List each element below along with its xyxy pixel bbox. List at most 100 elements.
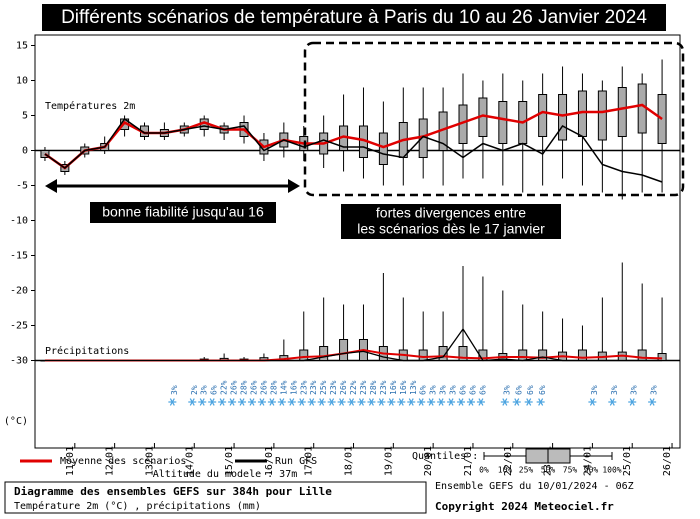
- snow-label: 26%: [249, 380, 258, 395]
- snow-flake: [317, 398, 326, 406]
- snow-flake-arm: [269, 398, 275, 406]
- snow-flake: [628, 398, 637, 406]
- footer-title: Diagramme des ensembles GEFS sur 384h po…: [14, 485, 332, 498]
- snow-flake-arm: [418, 398, 424, 406]
- snow-flake-arm: [249, 398, 255, 406]
- snow-label: 3%: [650, 385, 659, 395]
- snow-flake-arm: [349, 398, 355, 406]
- quantile-label: 0%: [479, 466, 489, 475]
- x-tick-label: 14/01: [184, 446, 195, 476]
- snow-flake: [407, 398, 416, 406]
- quantile-label: 90%: [584, 466, 599, 475]
- precip-box: [319, 346, 329, 361]
- snow-flake-arm: [629, 398, 635, 406]
- snow-flake: [198, 398, 207, 406]
- footer-subtitle: Température 2m (°C) , précipitations (mm…: [14, 500, 261, 512]
- snow-flake-arm: [299, 398, 305, 406]
- snow-flake: [427, 398, 436, 406]
- snow-flake-arm: [378, 398, 384, 406]
- snow-flake-arm: [388, 398, 394, 406]
- snow-label: 14%: [279, 380, 288, 395]
- snow-label: 28%: [240, 380, 249, 395]
- snow-label: 3%: [590, 385, 599, 395]
- quantile-box: [538, 94, 548, 137]
- snow-flake-arm: [649, 398, 655, 406]
- y-tick-label: 10: [16, 76, 28, 87]
- snow-flake-arm: [609, 398, 615, 406]
- snow-flake: [168, 398, 177, 406]
- snow-flake: [267, 398, 276, 406]
- quantile-label: 50%: [541, 466, 556, 475]
- snow-flake-arm: [589, 398, 595, 406]
- snow-flake-arm: [502, 398, 508, 406]
- snow-flake-arm: [209, 398, 215, 406]
- y-tick-label: -5: [16, 181, 28, 192]
- snow-flake-arm: [514, 398, 520, 406]
- quantile-title: Quantiles :: [412, 451, 478, 462]
- snow-flake: [277, 398, 286, 406]
- snow-label: 3%: [630, 385, 639, 395]
- run-info: Ensemble GEFS du 10/01/2024 - 06Z: [435, 481, 634, 492]
- snow-label: 26%: [259, 380, 268, 395]
- snow-flake: [257, 398, 266, 406]
- snow-flake-arm: [319, 398, 325, 406]
- snow-label: 26%: [230, 380, 239, 395]
- snow-flake: [228, 398, 237, 406]
- snow-flake-arm: [329, 398, 335, 406]
- reliability-arrow: [45, 179, 300, 193]
- reliable-label: bonne fiabilité jusqu'au 16: [102, 204, 264, 220]
- plot-frame: [34, 34, 681, 449]
- snow-flake: [337, 398, 346, 406]
- snow-label: 23%: [329, 380, 338, 395]
- title-box: [42, 4, 666, 31]
- divergence-box: [341, 204, 561, 239]
- snow-label: 6%: [538, 385, 547, 395]
- snow-flake: [447, 398, 456, 406]
- x-tick-label: 26/01: [662, 446, 673, 476]
- x-tick-label: 21/01: [463, 446, 474, 476]
- snow-flake-arm: [478, 398, 484, 406]
- precip-box: [657, 353, 667, 361]
- y-tick-label: -25: [10, 321, 28, 332]
- snow-flake: [500, 398, 509, 406]
- snow-label: 16%: [289, 380, 298, 395]
- snow-flake-arm: [229, 398, 235, 406]
- snow-flake-arm: [199, 398, 205, 406]
- precip-box: [458, 346, 468, 361]
- footer-box: [4, 481, 427, 514]
- snow-label: 6%: [468, 385, 477, 395]
- snow-flake: [524, 398, 533, 406]
- snow-label: 23%: [379, 380, 388, 395]
- snow-flake: [437, 398, 446, 406]
- snow-flake-arm: [339, 398, 345, 406]
- snow-flake-arm: [279, 398, 285, 406]
- quantile-box: [378, 132, 388, 165]
- precip-box: [538, 349, 548, 361]
- snow-flake: [218, 398, 227, 406]
- model-altitude: Altitude du modele : 37m: [153, 469, 298, 480]
- snow-flake-arm: [458, 398, 464, 406]
- y-tick-label: -30: [10, 356, 28, 367]
- y-unit-label: (°C): [4, 416, 28, 427]
- quantile-label: 100%: [602, 466, 621, 475]
- plot-area: 15 10 5 0 -5 -10 -15 -20 -25 -30 11/01 12/01 13/01 14…: [10, 41, 680, 476]
- snow-flake: [536, 398, 545, 406]
- quantile-box: [558, 94, 568, 141]
- x-tick-label: 19/01: [383, 446, 394, 476]
- snow-label: 22%: [349, 380, 358, 395]
- y-tick-label: 0: [22, 146, 28, 157]
- snow-label: 6%: [478, 385, 487, 395]
- snow-flake: [377, 398, 386, 406]
- precip-box: [299, 349, 309, 361]
- x-tick-label: 11/01: [65, 446, 76, 476]
- quantile-box: [617, 87, 627, 137]
- snow-flake: [188, 398, 197, 406]
- snow-flake-arm: [526, 398, 532, 406]
- quantile-label: 10%: [498, 466, 513, 475]
- snow-flake-arm: [538, 398, 544, 406]
- snow-flake: [387, 398, 396, 406]
- snow-flake: [608, 398, 617, 406]
- snow-flake-arm: [219, 398, 225, 406]
- snow-flake: [208, 398, 217, 406]
- snow-flake-arm: [468, 398, 474, 406]
